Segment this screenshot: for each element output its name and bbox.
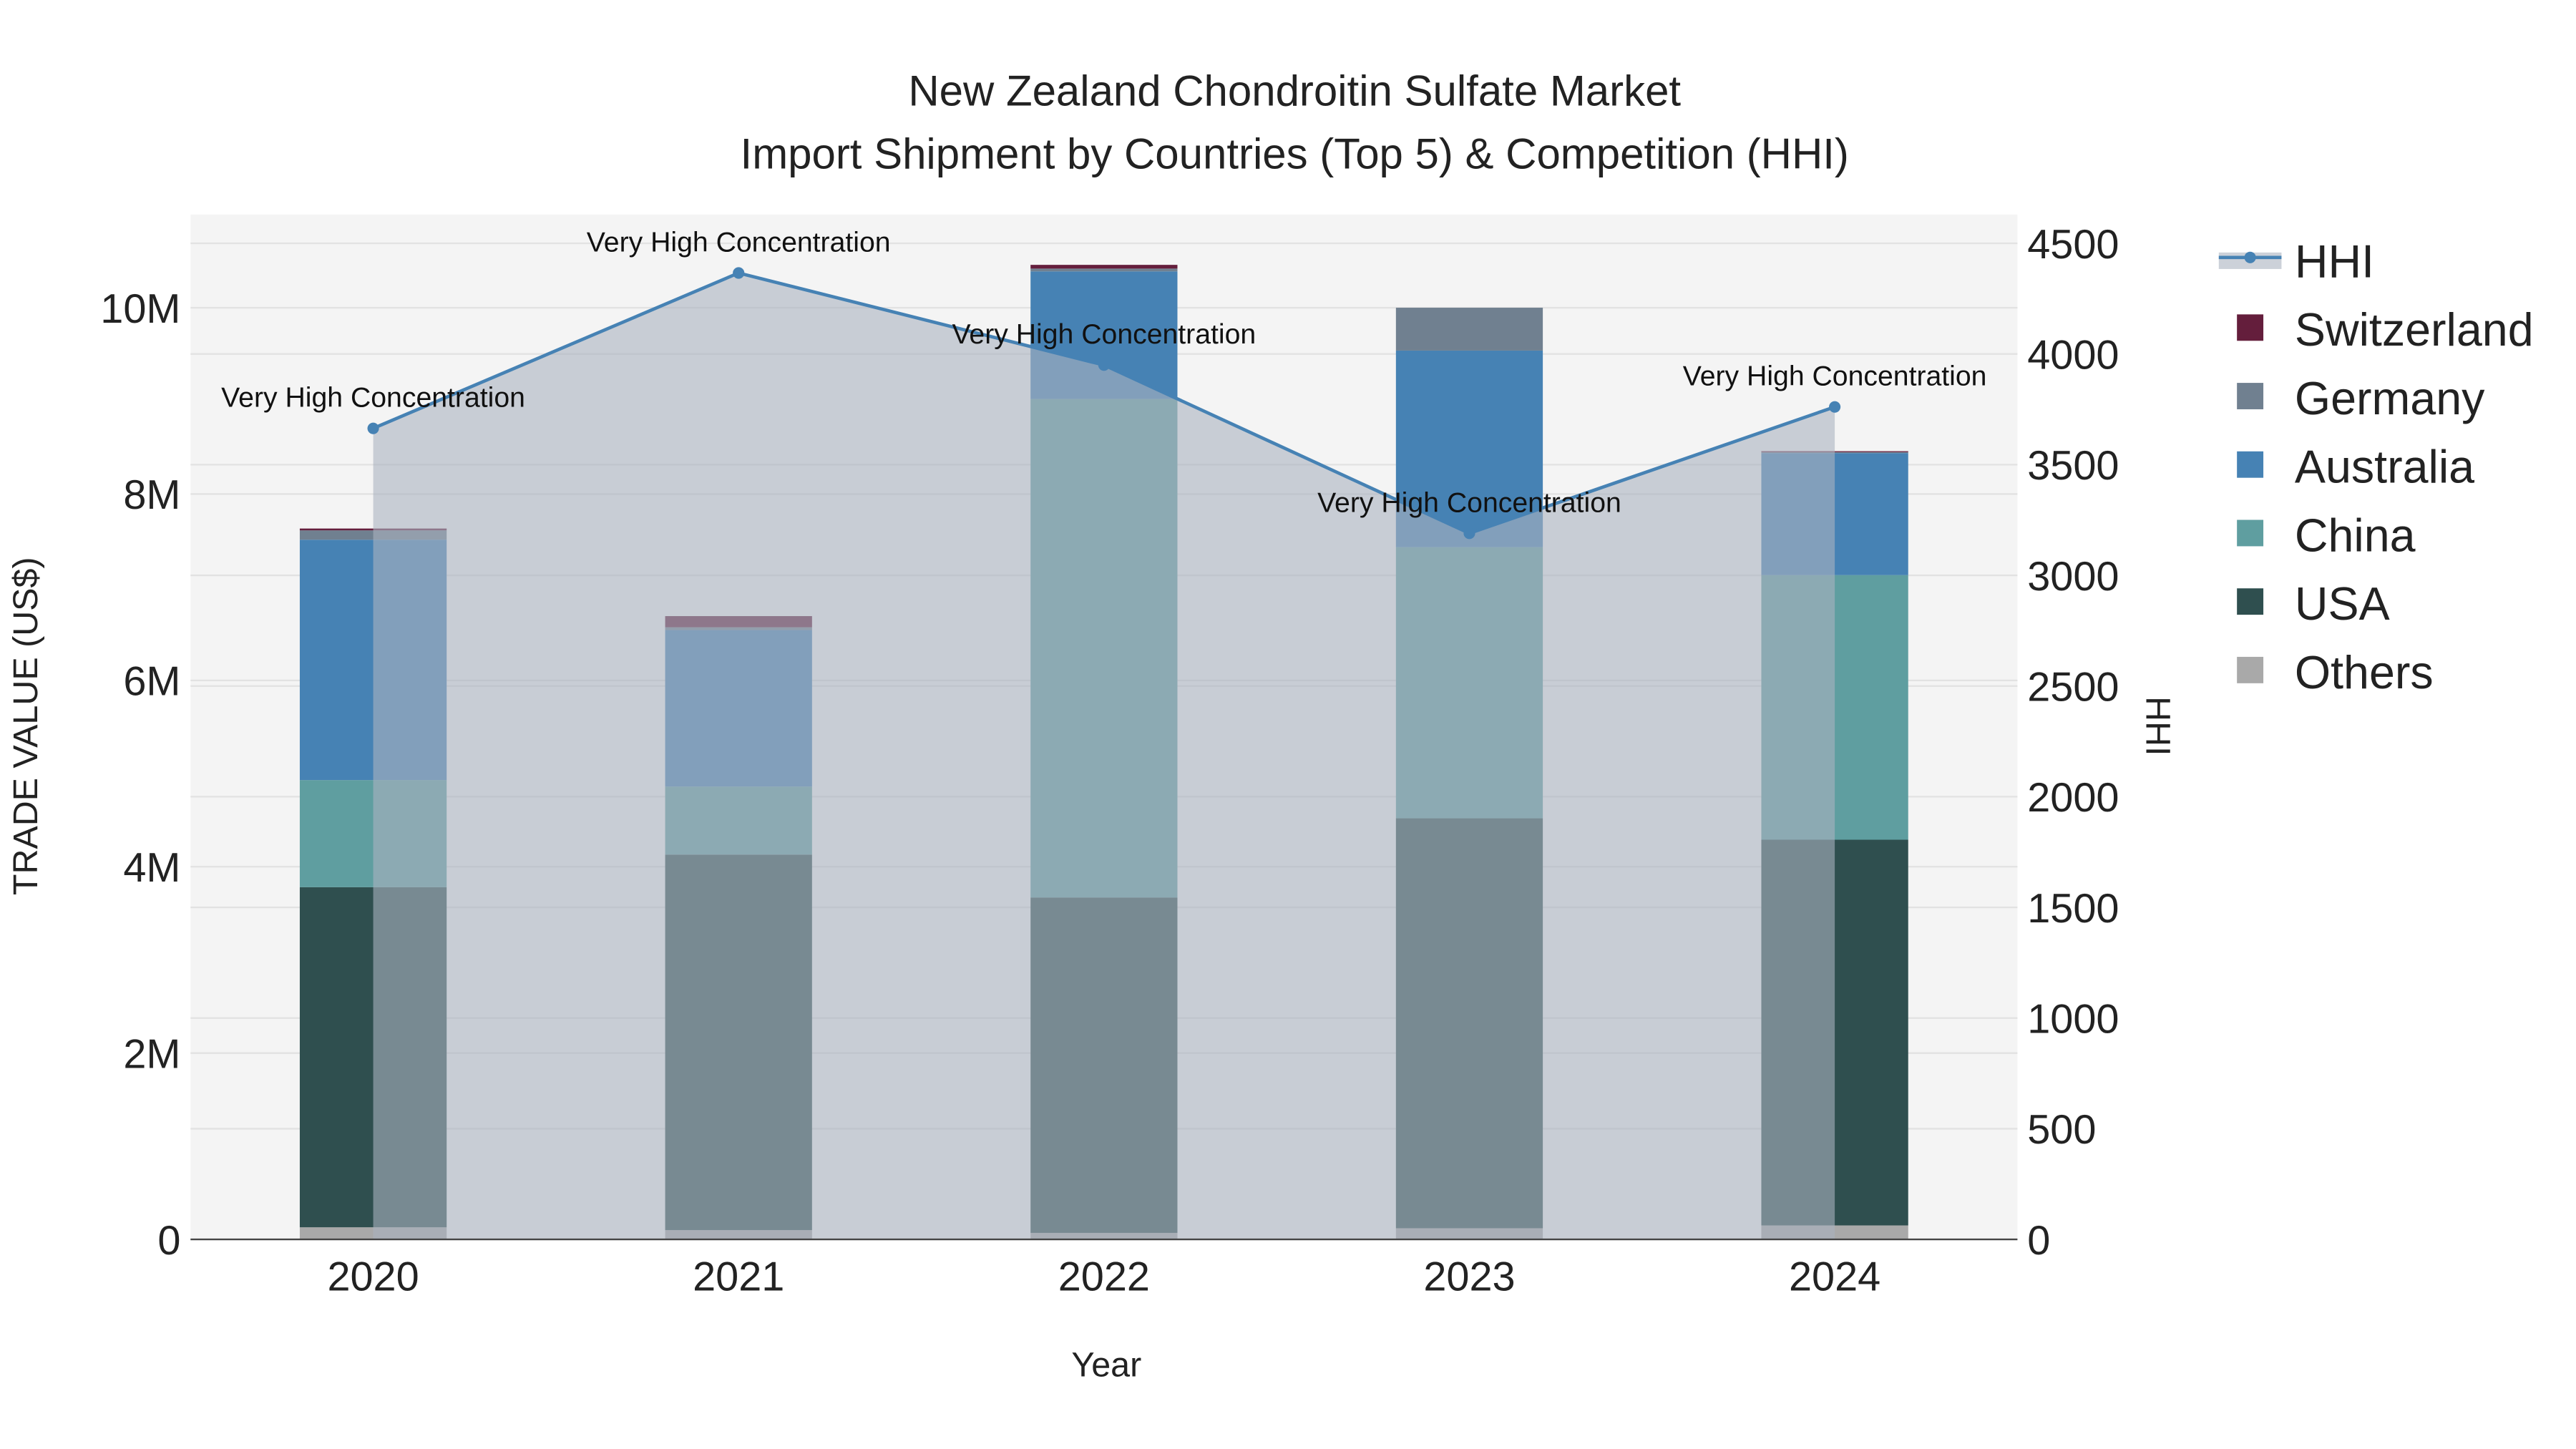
legend-label: HHI bbox=[2295, 235, 2374, 287]
y2-tick-label: 3000 bbox=[2027, 554, 2119, 600]
bar-switzerland bbox=[1030, 265, 1178, 269]
legend-swatch-others bbox=[2237, 656, 2264, 683]
y2-tick-label: 0 bbox=[2027, 1218, 2050, 1264]
y2-tick-label: 1500 bbox=[2027, 886, 2119, 932]
hhi-point bbox=[367, 422, 379, 434]
x-axis-ticks: 2020 2021 2022 2023 2024 bbox=[327, 1254, 1880, 1300]
y2-tick-label: 4500 bbox=[2027, 222, 2119, 268]
hhi-annotation: Very High Concentration bbox=[1683, 361, 1987, 392]
y-tick-label: 4M bbox=[123, 845, 180, 891]
legend-label: USA bbox=[2295, 578, 2390, 630]
legend-swatch-switzerland bbox=[2237, 314, 2264, 341]
y-tick-label: 10M bbox=[100, 286, 180, 332]
hhi-point bbox=[1098, 359, 1110, 371]
y2-axis-ticks: 0 500 1000 1500 2000 2500 3000 3500 4000 4500 bbox=[2027, 222, 2119, 1264]
hhi-annotation: Very High Concentration bbox=[221, 383, 525, 414]
hhi-point bbox=[1463, 527, 1475, 540]
bar-germany bbox=[1395, 308, 1543, 351]
legend-swatch-australia bbox=[2237, 451, 2264, 478]
y-axis-label: TRADE VALUE (US$) bbox=[6, 557, 45, 895]
x-tick-label: 2023 bbox=[1423, 1254, 1515, 1300]
x-tick-label: 2020 bbox=[327, 1254, 419, 1300]
legend-swatch-germany bbox=[2237, 383, 2264, 409]
legend-label: Germany bbox=[2295, 373, 2485, 424]
y2-tick-label: 3500 bbox=[2027, 443, 2119, 489]
hhi-point bbox=[1829, 401, 1841, 413]
y2-tick-label: 2500 bbox=[2027, 664, 2119, 710]
y2-tick-label: 500 bbox=[2027, 1107, 2096, 1153]
hhi-annotation: Very High Concentration bbox=[1317, 487, 1621, 518]
y-axis-ticks: 0 2M 4M 6M 8M 10M bbox=[100, 286, 180, 1264]
x-tick-label: 2021 bbox=[693, 1254, 784, 1300]
y2-axis-label: HHI bbox=[2138, 696, 2177, 756]
bar-germany bbox=[1030, 268, 1178, 272]
chart-subtitle: Import Shipment by Countries (Top 5) & C… bbox=[741, 130, 1849, 177]
y2-tick-label: 2000 bbox=[2027, 775, 2119, 821]
hhi-annotation: Very High Concentration bbox=[587, 228, 891, 258]
legend-swatch-usa bbox=[2237, 588, 2264, 615]
y-tick-label: 0 bbox=[157, 1218, 180, 1264]
y-tick-label: 2M bbox=[123, 1031, 180, 1077]
chart-title: New Zealand Chondroitin Sulfate Market bbox=[908, 67, 1681, 115]
legend: HHI Switzerland Germany Australia China USA Ot… bbox=[2218, 235, 2534, 698]
hhi-area bbox=[373, 273, 1835, 1240]
x-tick-label: 2022 bbox=[1058, 1254, 1150, 1300]
x-tick-label: 2024 bbox=[1789, 1254, 1880, 1300]
x-axis-label: Year bbox=[1071, 1346, 1141, 1385]
y-tick-label: 8M bbox=[123, 472, 180, 518]
legend-label: Switzerland bbox=[2295, 304, 2534, 356]
legend-label: China bbox=[2295, 509, 2416, 561]
legend-label: Australia bbox=[2295, 441, 2474, 493]
y2-tick-label: 4000 bbox=[2027, 332, 2119, 378]
hhi-annotation: Very High Concentration bbox=[952, 319, 1256, 350]
hhi-series: Very High Concentration Very High Concent… bbox=[221, 228, 1986, 1240]
y-tick-label: 6M bbox=[123, 659, 180, 705]
legend-marker-hhi bbox=[2244, 251, 2256, 263]
hhi-point bbox=[733, 267, 745, 279]
legend-swatch-china bbox=[2237, 519, 2264, 547]
legend-label: Others bbox=[2295, 647, 2434, 698]
y2-tick-label: 1000 bbox=[2027, 997, 2119, 1043]
